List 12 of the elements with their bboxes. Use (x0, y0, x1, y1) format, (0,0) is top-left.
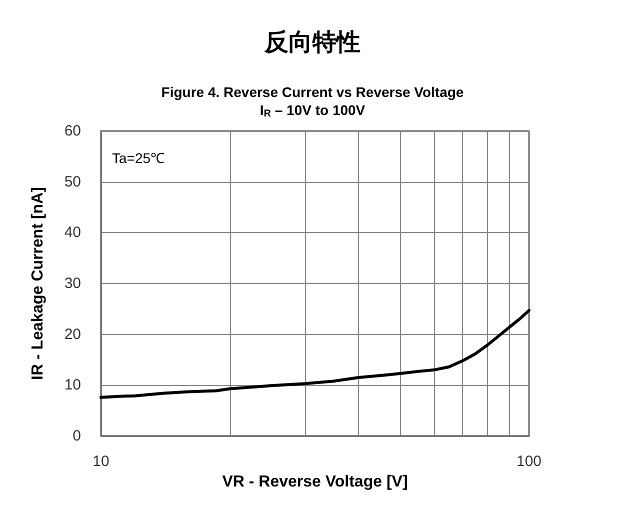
y-axis-title: IR - Leakage Current [nA] (30, 187, 46, 380)
y-tick-label: 50 (64, 173, 81, 190)
y-tick-label: 60 (64, 122, 81, 140)
y-tick-label: 30 (64, 275, 81, 292)
x-tick-label: 100 (516, 453, 542, 470)
annotation: Ta=25℃ (112, 150, 165, 166)
y-tick-label: 20 (64, 326, 81, 343)
x-axis-title: VR - Reverse Voltage [V] (222, 473, 408, 490)
y-tick-label: 40 (64, 224, 81, 242)
chart-title: 反向特性 (264, 29, 360, 56)
y-tick-label: 0 (72, 428, 81, 444)
y-tick-label: 10 (64, 376, 81, 394)
